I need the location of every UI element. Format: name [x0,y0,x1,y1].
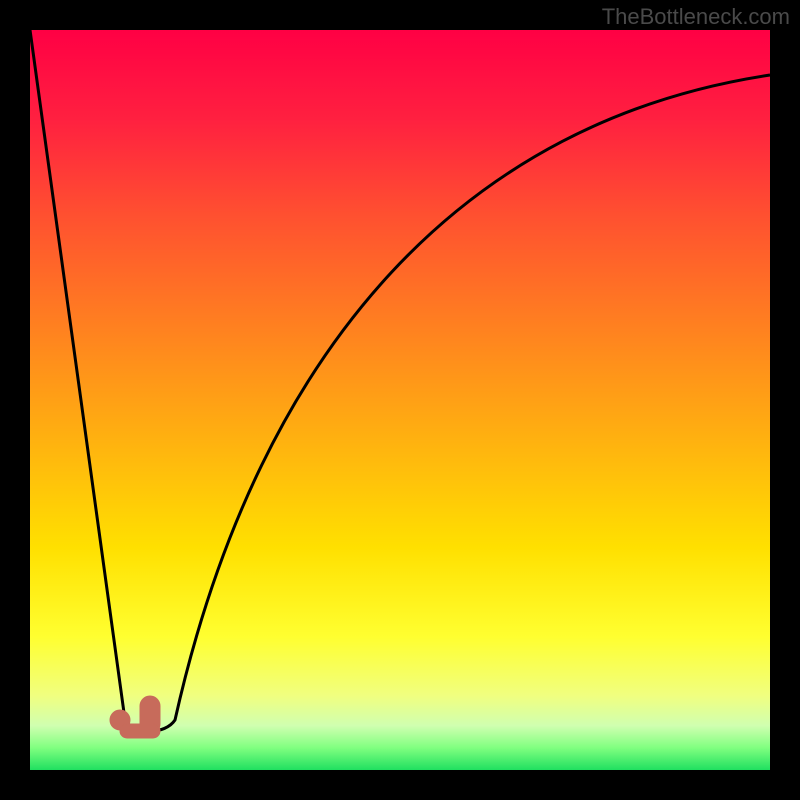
marker-shape [120,724,160,738]
chart-svg [0,0,800,800]
chart-container: TheBottleneck.com [0,0,800,800]
watermark-text: TheBottleneck.com [602,4,790,30]
plot-background [30,30,770,770]
